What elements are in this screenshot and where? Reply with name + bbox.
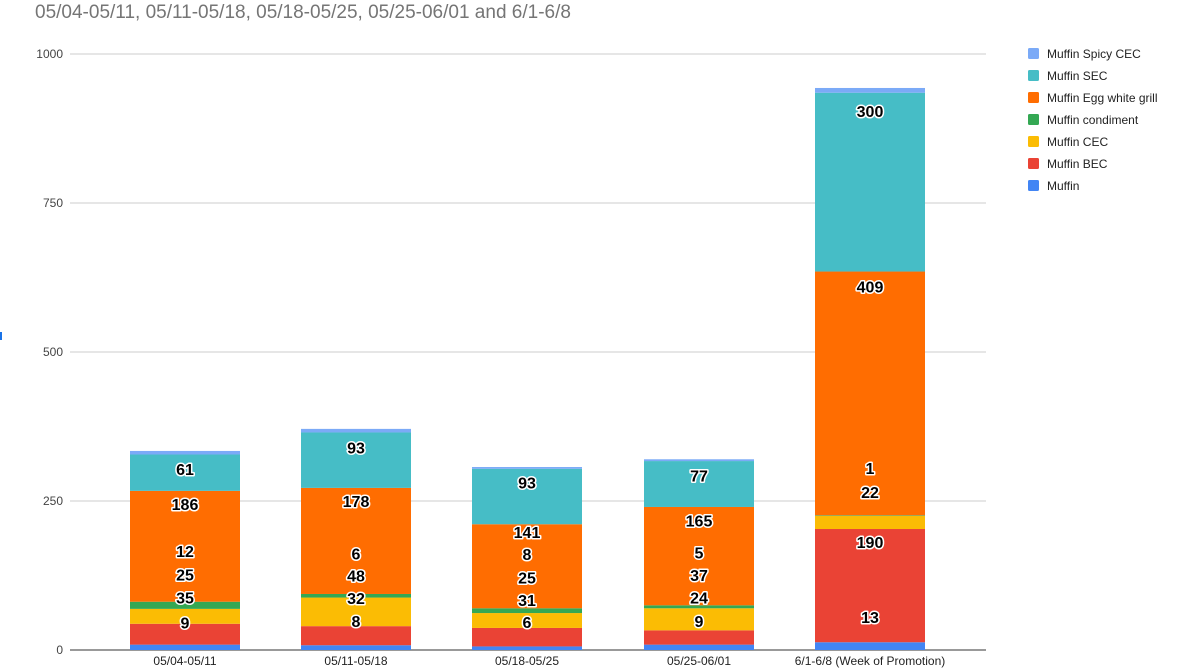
bar-segment-0-5 xyxy=(130,454,240,491)
bar-segment-0-4 xyxy=(130,490,240,602)
data-label: 300 xyxy=(857,104,884,121)
legend-label: Muffin CEC xyxy=(1047,135,1108,149)
legend-swatch xyxy=(1028,70,1039,81)
data-label: 31 xyxy=(518,593,536,610)
bar-segment-3-4 xyxy=(644,506,754,606)
bar-segment-3-5 xyxy=(644,461,754,507)
bar-segment-1-1 xyxy=(301,626,411,646)
data-label: 24 xyxy=(690,591,708,608)
data-label: 32 xyxy=(347,591,365,608)
bar-segment-4-6 xyxy=(815,87,925,93)
bar-segment-2-6 xyxy=(472,467,582,469)
bar-segment-3-3 xyxy=(644,605,754,609)
data-label: 9 xyxy=(695,614,704,631)
data-label: 35 xyxy=(176,591,194,608)
bar-segment-1-5 xyxy=(301,432,411,488)
bar-segment-3-1 xyxy=(644,630,754,645)
bar-segment-2-2 xyxy=(472,613,582,628)
y-tick-label: 500 xyxy=(43,345,63,359)
data-label: 5 xyxy=(695,545,704,562)
bar-segment-4-5 xyxy=(815,92,925,272)
legend-label: Muffin SEC xyxy=(1047,69,1108,83)
bar-segment-4-0 xyxy=(815,642,925,650)
data-label: 165 xyxy=(686,514,713,531)
bar-segment-0-1 xyxy=(130,623,240,645)
legend-label: Muffin Spicy CEC xyxy=(1047,47,1141,61)
bar-segment-0-2 xyxy=(130,608,240,624)
data-label: 178 xyxy=(343,494,370,511)
bars xyxy=(130,87,925,650)
y-tick-label: 0 xyxy=(56,643,63,657)
data-labels: 9 35 25 12 186 61 8 32 48 6 178 93 6 31 25 8 141 93 9 24 37 5… xyxy=(170,103,885,634)
x-tick-label: 05/25-06/01 xyxy=(667,654,731,668)
legend-swatch xyxy=(1028,136,1039,147)
data-label: 25 xyxy=(518,570,536,587)
bar-segment-2-1 xyxy=(472,627,582,647)
legend-label: Muffin condiment xyxy=(1047,113,1139,127)
data-label: 186 xyxy=(172,497,199,514)
bar-segment-0-0 xyxy=(130,644,240,650)
bar-segment-3-0 xyxy=(644,644,754,650)
data-label: 37 xyxy=(690,568,708,585)
legend-swatch xyxy=(1028,180,1039,191)
bar-segment-4-4 xyxy=(815,271,925,516)
bar-segment-2-5 xyxy=(472,468,582,525)
data-label: 48 xyxy=(347,569,365,586)
data-label: 77 xyxy=(690,468,708,485)
x-tick-label: 6/1-6/8 (Week of Promotion) xyxy=(795,654,946,668)
x-tick-label: 05/11-05/18 xyxy=(324,654,387,668)
data-label: 6 xyxy=(523,615,532,632)
x-tick-label: 05/18-05/25 xyxy=(495,654,559,668)
bar-segment-4-1 xyxy=(815,529,925,643)
legend: Muffin Spicy CEC Muffin SEC Muffin Egg whi… xyxy=(1028,47,1158,193)
bar-segment-3-2 xyxy=(644,608,754,631)
data-label: 13 xyxy=(861,610,879,627)
y-tick-label: 250 xyxy=(43,494,63,508)
legend-label: Muffin BEC xyxy=(1047,157,1108,171)
bar-segment-0-6 xyxy=(130,450,240,455)
bar-segment-2-4 xyxy=(472,524,582,609)
bar-segment-1-0 xyxy=(301,645,411,650)
bar-segment-4-3 xyxy=(815,515,925,516)
legend-swatch xyxy=(1028,158,1039,169)
bar-segment-1-2 xyxy=(301,597,411,627)
data-label: 93 xyxy=(347,440,365,457)
left-edge-marker xyxy=(0,332,2,340)
data-label: 9 xyxy=(181,616,190,633)
legend-swatch xyxy=(1028,92,1039,103)
data-label: 8 xyxy=(523,547,532,564)
bar-segment-4-2 xyxy=(815,515,925,530)
data-label: 1 xyxy=(866,461,875,478)
x-tick-label: 05/04-05/11 xyxy=(153,654,216,668)
data-label: 25 xyxy=(176,567,194,584)
y-tick-label: 750 xyxy=(43,196,63,210)
data-label: 409 xyxy=(857,279,884,296)
data-label: 12 xyxy=(176,544,194,561)
bar-segment-0-3 xyxy=(130,601,240,609)
legend-label: Muffin xyxy=(1047,179,1079,193)
bar-segment-1-3 xyxy=(301,593,411,598)
data-label: 22 xyxy=(861,485,879,502)
bar-segment-2-0 xyxy=(472,646,582,650)
axes: 0 250 500 750 1000 05/04-05/11 05/11-05/18 05/1… xyxy=(36,47,945,668)
y-tick-label: 1000 xyxy=(36,47,63,61)
bar-segment-1-4 xyxy=(301,487,411,594)
bar-segment-1-6 xyxy=(301,428,411,433)
data-label: 190 xyxy=(857,535,884,552)
legend-swatch xyxy=(1028,48,1039,59)
data-label: 93 xyxy=(518,476,536,493)
bar-segment-3-6 xyxy=(644,459,754,462)
data-label: 6 xyxy=(352,546,361,563)
bar-segment-2-3 xyxy=(472,608,582,614)
chart-title: 05/04-05/11, 05/11-05/18, 05/18-05/25, 0… xyxy=(35,2,571,23)
data-label: 141 xyxy=(514,525,541,542)
legend-label: Muffin Egg white grill xyxy=(1047,91,1158,105)
data-label: 8 xyxy=(352,614,361,631)
legend-swatch xyxy=(1028,114,1039,125)
data-label: 61 xyxy=(176,462,194,479)
